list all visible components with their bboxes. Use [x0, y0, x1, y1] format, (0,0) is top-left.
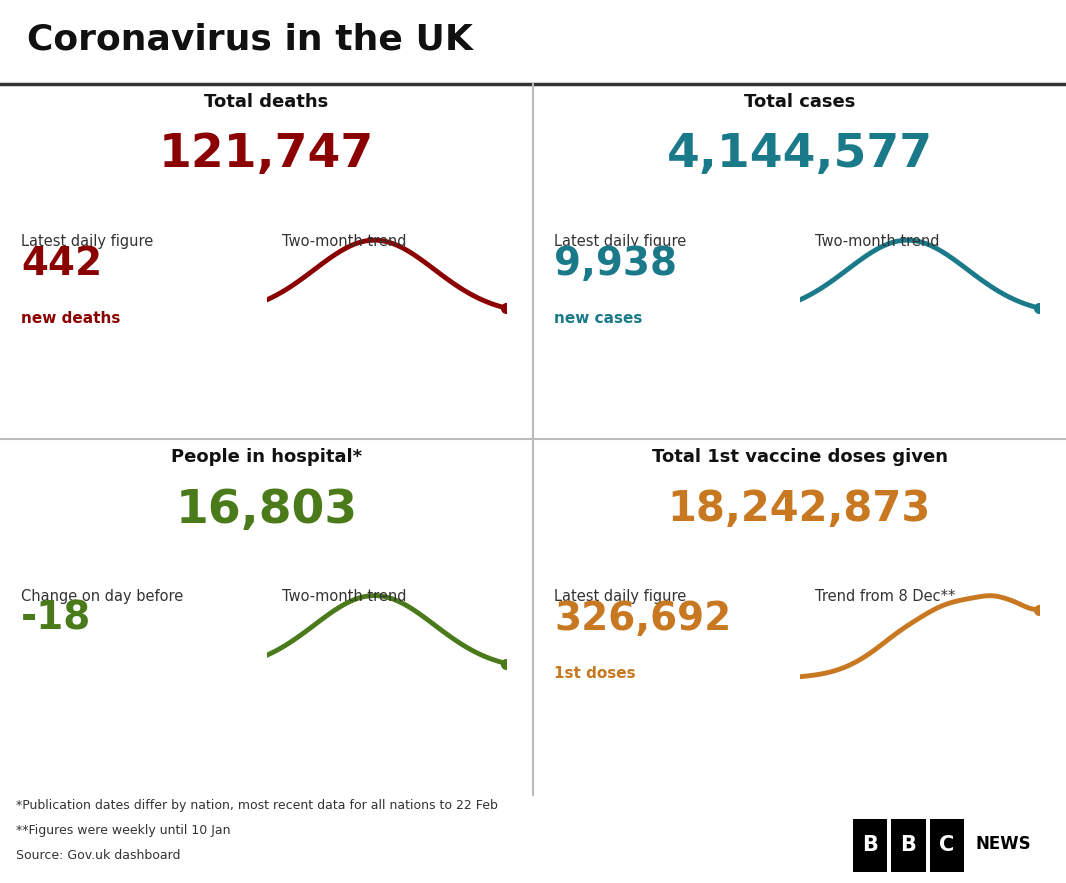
Text: People in hospital*: People in hospital* [171, 448, 362, 466]
Text: Total cases: Total cases [744, 93, 855, 110]
Text: 9,938: 9,938 [554, 245, 677, 283]
Text: new deaths: new deaths [21, 311, 120, 326]
Text: Two-month trend: Two-month trend [282, 234, 407, 249]
Text: Trend from 8 Dec**: Trend from 8 Dec** [815, 589, 956, 604]
Text: Latest daily figure: Latest daily figure [554, 234, 687, 249]
Text: 18,242,873: 18,242,873 [667, 487, 932, 530]
Text: Source: Gov.uk dashboard: Source: Gov.uk dashboard [16, 849, 180, 862]
Text: Two-month trend: Two-month trend [815, 234, 940, 249]
Text: Total deaths: Total deaths [205, 93, 328, 110]
Bar [930, 819, 964, 872]
Text: 1st doses: 1st doses [554, 666, 636, 681]
Text: *Publication dates differ by nation, most recent data for all nations to 22 Feb: *Publication dates differ by nation, mos… [16, 799, 498, 812]
Text: C: C [939, 835, 954, 856]
Text: 442: 442 [21, 245, 102, 283]
Text: Latest daily figure: Latest daily figure [554, 589, 687, 604]
Text: 4,144,577: 4,144,577 [666, 132, 933, 177]
Text: new cases: new cases [554, 311, 643, 326]
Bar [853, 819, 887, 872]
Text: 121,747: 121,747 [159, 132, 374, 177]
Text: 16,803: 16,803 [176, 487, 357, 532]
Text: -18: -18 [21, 600, 92, 638]
Text: 326,692: 326,692 [554, 600, 731, 638]
Text: Total 1st vaccine doses given: Total 1st vaccine doses given [651, 448, 948, 466]
Text: B: B [862, 835, 878, 856]
Text: **Figures were weekly until 10 Jan: **Figures were weekly until 10 Jan [16, 824, 230, 837]
Text: Coronavirus in the UK: Coronavirus in the UK [27, 22, 472, 57]
Text: Two-month trend: Two-month trend [282, 589, 407, 604]
Text: NEWS: NEWS [975, 835, 1031, 853]
Text: B: B [901, 835, 917, 856]
Text: Change on day before: Change on day before [21, 589, 183, 604]
Bar [891, 819, 925, 872]
Text: Latest daily figure: Latest daily figure [21, 234, 154, 249]
